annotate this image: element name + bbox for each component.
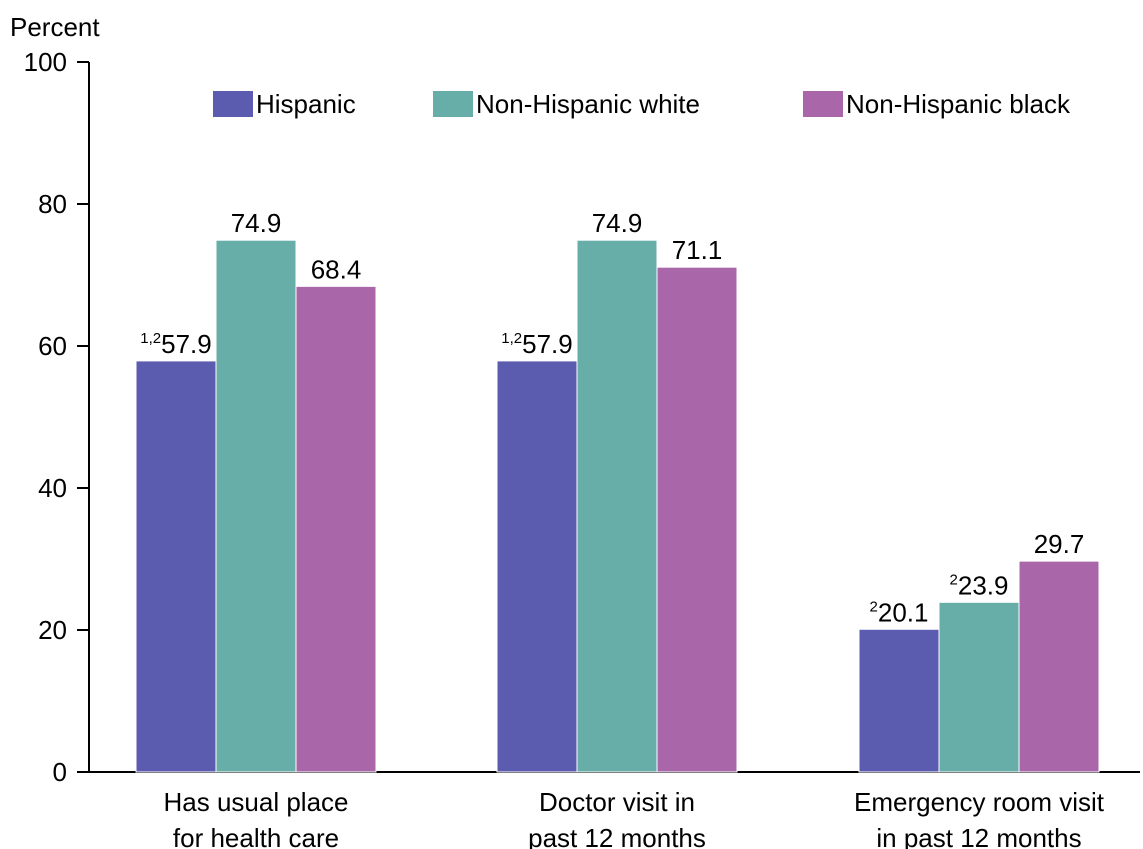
- x-tick-label: for health care: [173, 823, 339, 849]
- y-axis-label: Percent: [10, 12, 100, 42]
- bar-value: 23.9: [958, 570, 1009, 600]
- bar-non-hispanic-white-2: [939, 602, 1019, 772]
- bar-value: 57.9: [161, 329, 212, 359]
- legend-label: Non-Hispanic black: [846, 89, 1071, 119]
- bar-non-hispanic-black-0: [296, 286, 376, 772]
- bar-non-hispanic-black-2: [1019, 561, 1099, 772]
- x-tick-label: Has usual place: [164, 787, 349, 817]
- y-tick-label: 0: [53, 757, 67, 787]
- bar-hispanic-2: [859, 629, 939, 772]
- x-tick-label: Emergency room visit: [854, 787, 1105, 817]
- legend: Hispanic Non-Hispanic white Non-Hispanic b…: [213, 89, 1071, 119]
- y-tick-label: 40: [38, 473, 67, 503]
- x-tick-labels: Has usual place for health care Doctor vis…: [164, 787, 1105, 849]
- bar-value: 20.1: [878, 597, 929, 627]
- bar-non-hispanic-black-1: [657, 267, 737, 772]
- footnote-superscript: 1,2: [501, 330, 522, 347]
- x-tick-label: Doctor visit in: [539, 787, 695, 817]
- bar-value-label: 223.9: [950, 570, 1009, 600]
- footnote-superscript: 1,2: [140, 330, 161, 347]
- x-tick-label: in past 12 months: [876, 823, 1081, 849]
- bar-value-label: 220.1: [870, 597, 929, 627]
- y-tick-label: 100: [24, 47, 67, 77]
- bars: [136, 240, 1099, 772]
- y-tick-label: 20: [38, 615, 67, 645]
- legend-swatch: [213, 91, 253, 117]
- bar-value-label: 74.9: [592, 208, 643, 238]
- bar-value-label: 68.4: [311, 254, 362, 284]
- bar-non-hispanic-white-1: [577, 240, 657, 772]
- legend-swatch: [803, 91, 843, 117]
- bar-hispanic-0: [136, 361, 216, 772]
- x-tick-label: past 12 months: [528, 823, 706, 849]
- legend-label: Hispanic: [256, 89, 356, 119]
- y-tick-label: 80: [38, 189, 67, 219]
- y-tick-label: 60: [38, 331, 67, 361]
- legend-label: Non-Hispanic white: [476, 89, 700, 119]
- bar-value-label: 1,257.9: [140, 329, 211, 359]
- bar-value-label: 74.9: [231, 208, 282, 238]
- footnote-superscript: 2: [950, 571, 958, 588]
- bar-hispanic-1: [497, 361, 577, 772]
- legend-swatch: [433, 91, 473, 117]
- bar-value-label: 1,257.9: [501, 329, 572, 359]
- bar-value-label: 29.7: [1034, 529, 1085, 559]
- footnote-superscript: 2: [870, 598, 878, 615]
- bar-non-hispanic-white-0: [216, 240, 296, 772]
- bar-value: 57.9: [522, 329, 573, 359]
- bar-value-label: 71.1: [672, 235, 723, 265]
